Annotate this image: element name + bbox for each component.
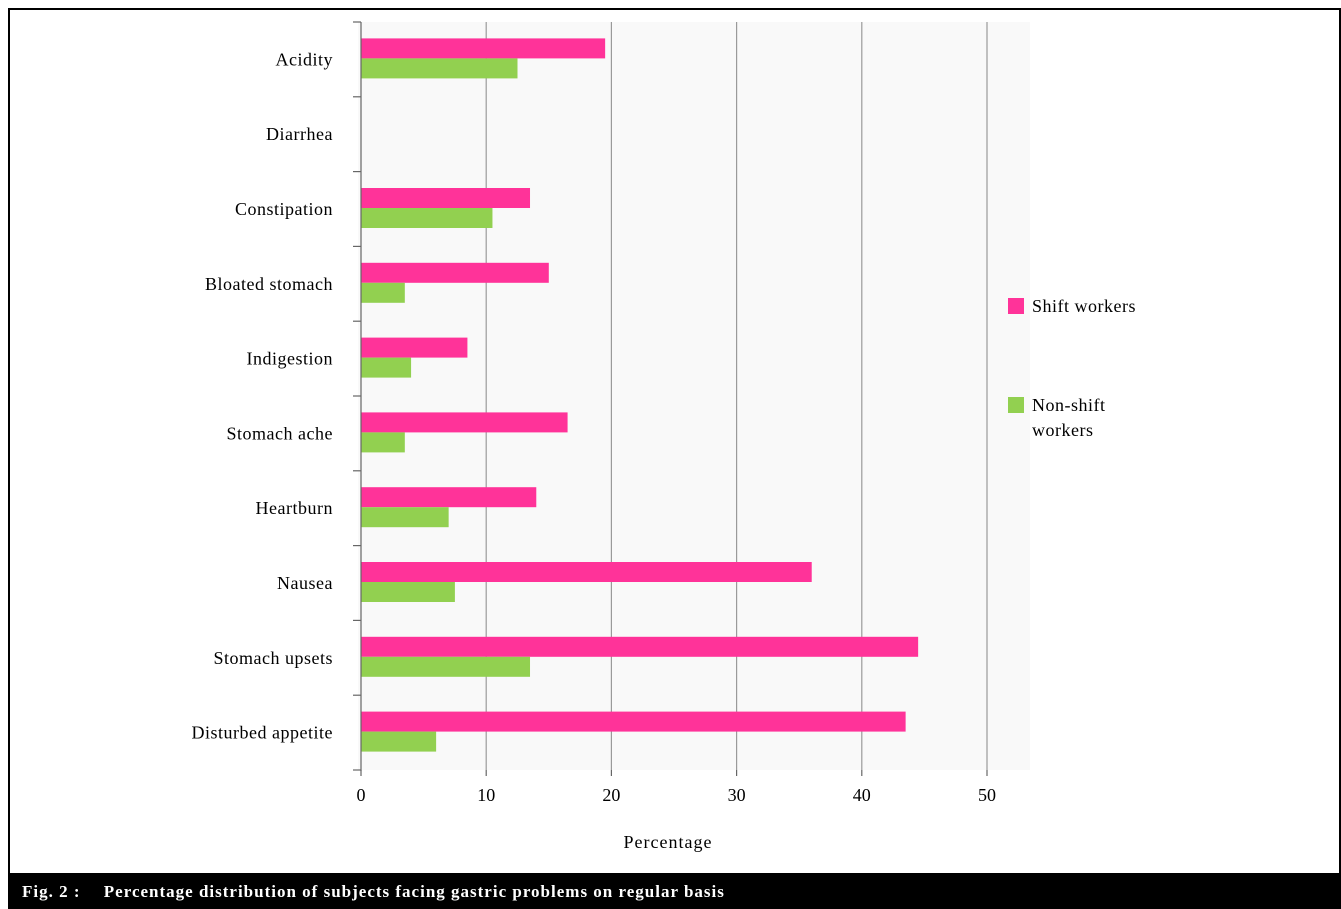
- bar-shift-workers: [361, 188, 531, 208]
- bar-chart: Acidity Diarrhea Constipation Bloated stoma…: [192, 21, 1136, 852]
- x-tick-label: 40: [853, 785, 871, 805]
- bar-shift-workers: [361, 262, 549, 283]
- category-label: Diarrhea: [266, 124, 333, 144]
- x-axis-title: Percentage: [624, 832, 713, 852]
- category-label: Heartburn: [256, 498, 333, 518]
- bar-shift-workers: [361, 337, 468, 358]
- category-label: Stomach upsets: [214, 648, 334, 668]
- figure-caption: Fig. 2 : Percentage distribution of subj…: [8, 875, 1341, 909]
- legend-label: Non-shift workers: [1032, 395, 1106, 440]
- legend-label: Shift workers: [1032, 296, 1136, 316]
- bar-shift-workers: [361, 487, 537, 508]
- bar-shift-workers: [361, 412, 568, 433]
- bar-non-shift-workers: [361, 208, 493, 228]
- bar-shift-workers: [361, 636, 919, 657]
- x-tick-label: 50: [978, 785, 996, 805]
- category-label: Disturbed appetite: [192, 723, 333, 743]
- bar-shift-workers: [361, 562, 812, 582]
- bar-non-shift-workers: [361, 731, 437, 752]
- category-label: Nausea: [277, 573, 333, 593]
- legend-swatch: [1008, 298, 1024, 314]
- category-label: Bloated stomach: [205, 274, 333, 294]
- x-tick-label: 10: [477, 785, 495, 805]
- category-label: Acidity: [276, 49, 334, 69]
- x-axis-ticks: [360, 770, 988, 776]
- x-tick-label: 30: [728, 785, 746, 805]
- caption-label: Fig. 2 :: [22, 882, 81, 901]
- bar-non-shift-workers: [361, 507, 449, 528]
- x-axis-labels: 0 10 20 30 40 50: [357, 785, 997, 805]
- bar-non-shift-workers: [361, 656, 531, 677]
- caption-text: Percentage distribution of subjects faci…: [103, 882, 725, 901]
- bar-non-shift-workers: [361, 582, 455, 602]
- x-tick-label: 0: [357, 785, 366, 805]
- bar-non-shift-workers: [361, 282, 405, 303]
- legend: Shift workers Non-shift workers: [1008, 296, 1136, 440]
- bar-shift-workers: [361, 711, 906, 732]
- category-label: Constipation: [235, 199, 333, 219]
- legend-swatch: [1008, 397, 1024, 413]
- bars: [361, 38, 919, 752]
- bar-non-shift-workers: [361, 357, 412, 378]
- bar-shift-workers: [361, 38, 606, 59]
- category-label: Stomach ache: [227, 423, 333, 443]
- y-axis-labels: Acidity Diarrhea Constipation Bloated stoma…: [192, 49, 333, 742]
- y-axis-ticks: [353, 21, 361, 771]
- category-label: Indigestion: [247, 349, 334, 369]
- x-tick-label: 20: [602, 785, 620, 805]
- bar-non-shift-workers: [361, 58, 518, 79]
- bar-non-shift-workers: [361, 432, 405, 453]
